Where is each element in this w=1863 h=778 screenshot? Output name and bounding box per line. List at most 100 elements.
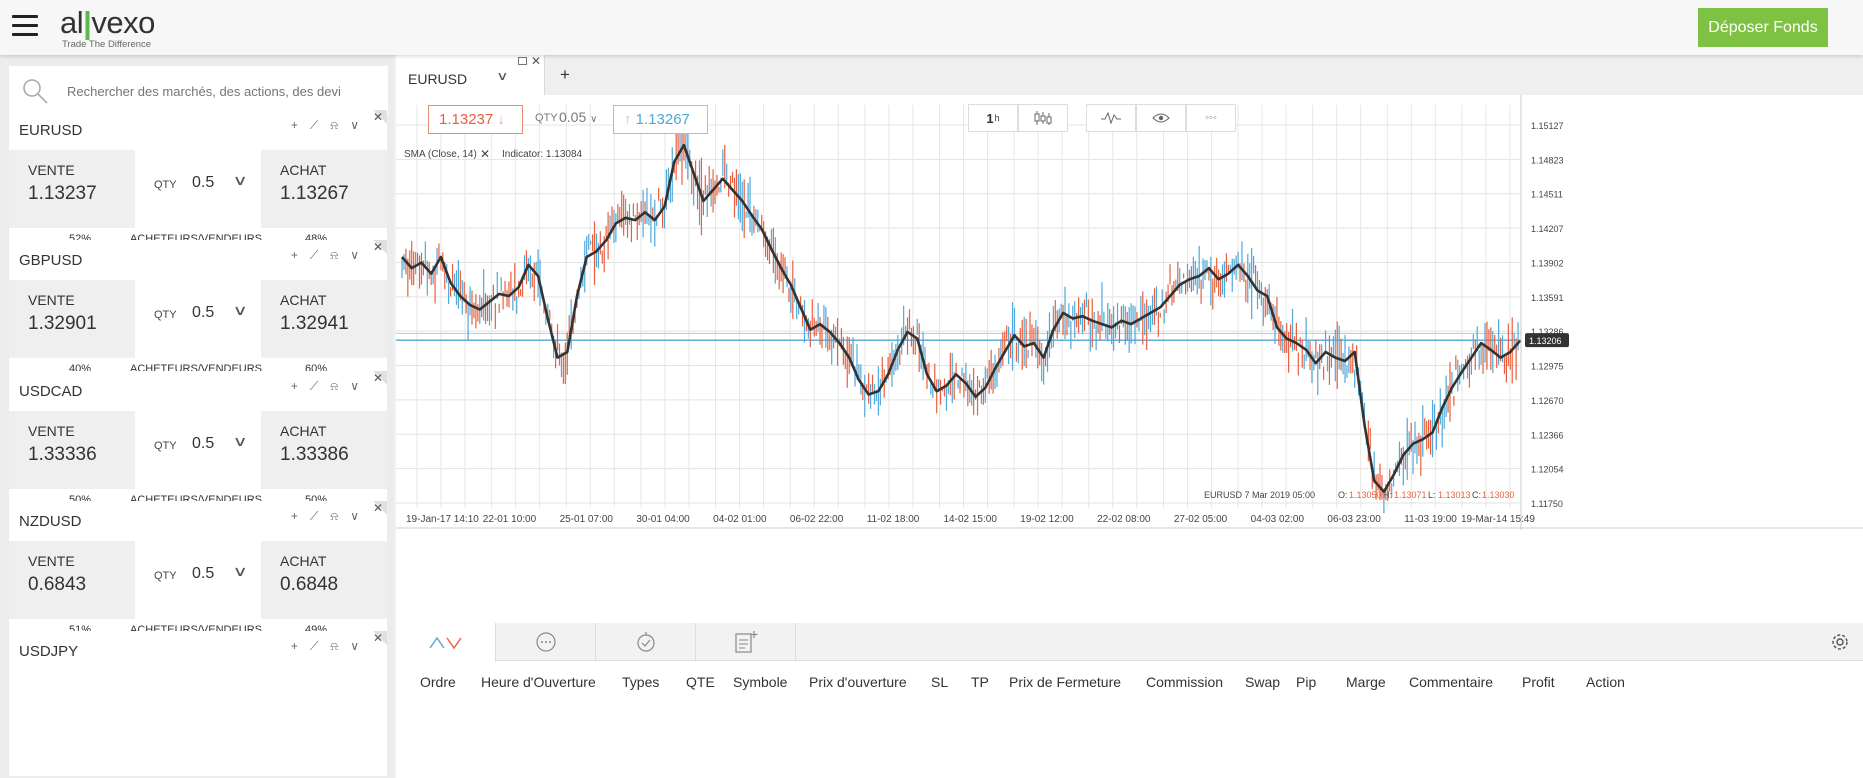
search-input[interactable]: [67, 78, 382, 104]
qty-value[interactable]: 0.5: [192, 174, 215, 191]
chevron-down-icon[interactable]: ∨: [232, 563, 248, 579]
buy-label: ACHAT: [280, 423, 327, 439]
qty-value[interactable]: 0.5: [192, 565, 215, 582]
buy-box[interactable]: ACHAT 1.33386: [261, 411, 387, 489]
close-icon[interactable]: ✕: [372, 501, 383, 515]
settings-gear-icon[interactable]: [1829, 631, 1851, 653]
chevron-down-icon[interactable]: ∨: [350, 639, 359, 653]
view-button[interactable]: [1136, 104, 1186, 132]
column-header[interactable]: Marge: [1346, 674, 1386, 690]
sell-box[interactable]: VENTE 1.32901: [9, 280, 135, 358]
quick-sell-button[interactable]: 1.13237 ↓: [428, 105, 523, 134]
tab-positions[interactable]: [396, 623, 496, 662]
time-axis-label: 11-02 18:00: [867, 514, 920, 525]
add-icon[interactable]: +: [290, 379, 298, 393]
column-header[interactable]: Heure d'Ouverture: [481, 674, 596, 690]
market-card-nzdusd[interactable]: NZDUSD + ⟋ ⍾ ∨ ✕ VENTE 0.6843 QTY 0.5 ∨ ACHAT 0.6848…: [9, 501, 387, 646]
column-header[interactable]: Action: [1586, 674, 1625, 690]
column-header[interactable]: Profit: [1522, 674, 1555, 690]
buy-price: 1.13267: [280, 183, 349, 204]
column-header[interactable]: SL: [931, 674, 949, 690]
column-header[interactable]: TP: [971, 674, 989, 690]
chevron-down-icon[interactable]: ∨: [232, 302, 248, 318]
close-icon[interactable]: ✕: [531, 54, 542, 68]
alert-icon[interactable]: ⍾: [330, 509, 339, 523]
chevron-down-icon[interactable]: ∨: [496, 69, 509, 83]
column-header[interactable]: Types: [622, 674, 660, 690]
qty-value[interactable]: 0.5: [192, 435, 215, 452]
alert-icon[interactable]: ⍾: [330, 248, 339, 262]
add-tab-button[interactable]: +: [560, 65, 570, 84]
ohlc-readout: 1.13071: [1394, 490, 1427, 500]
add-icon[interactable]: +: [290, 509, 298, 523]
chart-icon[interactable]: ⟋: [309, 639, 319, 653]
close-icon[interactable]: ✕: [372, 371, 383, 385]
chevron-down-icon[interactable]: ∨: [232, 172, 248, 188]
column-header[interactable]: Pip: [1296, 674, 1317, 690]
quick-buy-button[interactable]: ↑ 1.13267: [613, 105, 708, 134]
column-header[interactable]: Prix d'ouverture: [809, 674, 907, 690]
chart-icon[interactable]: ⟋: [309, 248, 319, 262]
tab-pending-orders[interactable]: [496, 623, 596, 661]
alert-icon[interactable]: ⍾: [330, 379, 339, 393]
chevron-down-icon[interactable]: ∨: [350, 379, 359, 393]
column-header[interactable]: QTE: [686, 674, 715, 690]
column-header[interactable]: Prix de Fermeture: [1009, 674, 1122, 690]
column-header[interactable]: Ordre: [420, 674, 456, 690]
chart-icon[interactable]: ⟋: [309, 379, 319, 393]
quick-qty-value[interactable]: 0.05 ∨: [559, 109, 598, 125]
ohlc-readout: H:: [1383, 490, 1392, 500]
chevron-down-icon[interactable]: ∨: [232, 433, 248, 449]
more-options-button[interactable]: ◦◦◦: [1186, 104, 1236, 132]
remove-indicator-icon[interactable]: ✕: [480, 147, 491, 161]
chevron-down-icon[interactable]: ∨: [350, 118, 359, 132]
market-card-usdjpy[interactable]: USDJPY + ⟋ ⍾ ∨ ✕: [9, 631, 387, 776]
close-icon[interactable]: ✕: [372, 110, 383, 124]
close-icon[interactable]: ✕: [372, 240, 383, 254]
market-card-usdcad[interactable]: USDCAD + ⟋ ⍾ ∨ ✕ VENTE 1.33336 QTY 0.5 ∨ ACHAT 1.333…: [9, 371, 387, 516]
menu-icon[interactable]: [12, 15, 38, 37]
sell-box[interactable]: VENTE 1.33336: [9, 411, 135, 489]
buy-label: ACHAT: [280, 553, 327, 569]
tab-eurusd[interactable]: EURUSD ∨ ✕: [396, 54, 545, 95]
buy-box[interactable]: ACHAT 1.32941: [261, 280, 387, 358]
add-icon[interactable]: +: [290, 118, 298, 132]
sell-price: 1.32901: [28, 313, 97, 334]
price-chart[interactable]: 1.15127 1.14823 1.14511 1.14207 1.13902 1.135…: [396, 95, 1863, 623]
market-card-gbpusd[interactable]: GBPUSD + ⟋ ⍾ ∨ ✕ VENTE 1.32901 QTY 0.5 ∨ ACHAT 1.329…: [9, 240, 387, 385]
buy-box[interactable]: ACHAT 1.13267: [261, 150, 387, 228]
qty-value[interactable]: 0.5: [192, 304, 215, 321]
add-icon[interactable]: +: [290, 639, 298, 653]
alert-icon[interactable]: ⍾: [330, 639, 339, 653]
indicators-button[interactable]: [1086, 104, 1136, 132]
chart-canvas[interactable]: 1.15127 1.14823 1.14511 1.14207 1.13902 1.135…: [396, 95, 1863, 623]
sell-box[interactable]: VENTE 1.13237: [9, 150, 135, 228]
chevron-down-icon[interactable]: ∨: [350, 248, 359, 262]
alert-icon[interactable]: ⍾: [330, 118, 339, 132]
maximize-icon[interactable]: [518, 57, 527, 65]
column-header[interactable]: Symbole: [733, 674, 788, 690]
column-header[interactable]: Commission: [1146, 674, 1224, 690]
current-price-badge: [1525, 333, 1569, 348]
price-axis-label: 1.12054: [1531, 465, 1564, 475]
column-header[interactable]: Swap: [1245, 674, 1281, 690]
price-axis-label: 1.12975: [1531, 362, 1564, 372]
buy-box[interactable]: ACHAT 0.6848: [261, 541, 387, 619]
orders-tab-bar: [396, 623, 1863, 662]
time-axis-label: 30-01 04:00: [636, 514, 690, 525]
close-icon[interactable]: ✕: [372, 631, 383, 645]
add-icon[interactable]: +: [290, 248, 298, 262]
search-box: [9, 66, 388, 116]
deposit-funds-button[interactable]: Déposer Fonds: [1698, 8, 1828, 47]
column-header[interactable]: Commentaire: [1409, 674, 1494, 690]
chevron-down-icon[interactable]: ∨: [350, 509, 359, 523]
tab-history[interactable]: [596, 623, 696, 661]
sell-box[interactable]: VENTE 0.6843: [9, 541, 135, 619]
candlestick-type-button[interactable]: [1018, 104, 1068, 132]
chart-icon[interactable]: ⟋: [309, 118, 319, 132]
tab-report[interactable]: [696, 623, 796, 661]
market-card-eurusd[interactable]: EURUSD + ⟋ ⍾ ∨ ✕ VENTE 1.13237 QTY 0.5 ∨ ACHAT 1.132…: [9, 110, 387, 255]
chart-icon[interactable]: ⟋: [309, 509, 319, 523]
sell-price: 0.6843: [28, 574, 87, 595]
